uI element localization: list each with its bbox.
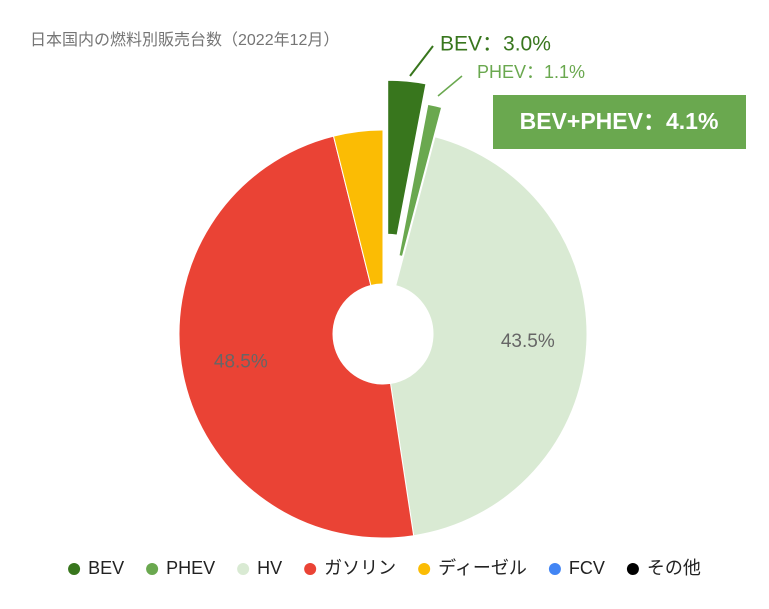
legend-marker bbox=[418, 563, 431, 575]
data-label: 43.5% bbox=[501, 331, 555, 352]
legend-label: FCV bbox=[569, 558, 605, 578]
slice bbox=[332, 129, 384, 287]
slice bbox=[389, 136, 588, 537]
legend-marker bbox=[548, 563, 561, 575]
legend-marker bbox=[68, 563, 81, 575]
slice bbox=[398, 103, 443, 258]
legend-marker bbox=[146, 563, 159, 575]
annotation: BEV+PHEV：4.1% bbox=[520, 108, 719, 134]
legend-label: BEV bbox=[88, 558, 124, 578]
annotation-box bbox=[493, 95, 746, 149]
callout-line bbox=[437, 75, 463, 97]
legend-marker bbox=[304, 563, 317, 575]
callout-line bbox=[409, 45, 434, 77]
data-label: BEV：3.0% bbox=[440, 33, 551, 56]
legend-label: その他 bbox=[647, 558, 701, 578]
slice bbox=[387, 79, 427, 236]
data-label: PHEV：1.1% bbox=[477, 62, 585, 82]
legend-label: HV bbox=[257, 558, 282, 578]
legend-label: ガソリン bbox=[324, 558, 396, 578]
slice bbox=[178, 135, 415, 539]
chart-title: 日本国内の燃料別販売台数（2022年12月） bbox=[30, 31, 339, 49]
legend-marker bbox=[237, 563, 250, 575]
legend-label: PHEV bbox=[166, 558, 215, 578]
legend-label: ディーゼル bbox=[438, 558, 527, 578]
data-label: 48.5% bbox=[214, 352, 268, 373]
legend-marker bbox=[626, 563, 639, 575]
